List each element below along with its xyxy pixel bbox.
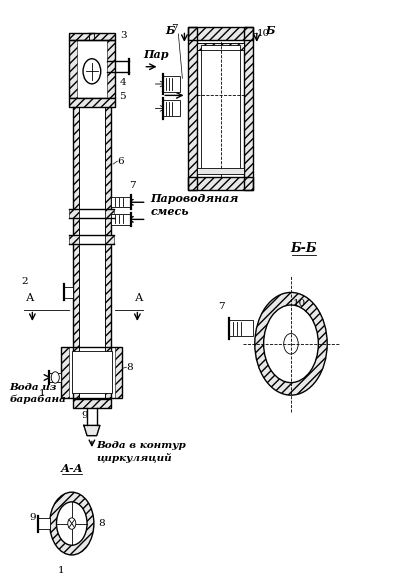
Circle shape <box>83 59 101 84</box>
Bar <box>115 347 122 398</box>
Circle shape <box>51 372 59 383</box>
Text: 10: 10 <box>293 299 306 308</box>
Bar <box>72 107 79 398</box>
Circle shape <box>284 334 298 354</box>
Bar <box>229 320 253 336</box>
Polygon shape <box>84 425 100 436</box>
Bar <box>188 27 253 40</box>
Text: Б: Б <box>165 25 174 36</box>
Bar <box>197 43 244 50</box>
Text: 6: 6 <box>117 157 124 166</box>
Text: 7: 7 <box>129 181 136 190</box>
Text: 3: 3 <box>120 31 127 40</box>
Bar <box>68 33 115 40</box>
Bar <box>197 168 244 174</box>
Text: 8: 8 <box>98 519 104 528</box>
Bar <box>163 101 179 116</box>
Circle shape <box>68 518 76 529</box>
Bar <box>38 518 50 529</box>
Bar <box>69 235 79 244</box>
Text: 7: 7 <box>171 24 178 33</box>
Text: 5: 5 <box>119 92 126 102</box>
Bar <box>72 399 111 408</box>
Bar <box>69 209 79 218</box>
Bar <box>105 235 115 244</box>
Circle shape <box>50 492 94 555</box>
Bar <box>61 347 68 398</box>
Text: Вода в контур
циркуляций: Вода в контур циркуляций <box>96 442 185 463</box>
Text: А: А <box>135 292 143 303</box>
Bar <box>68 40 77 98</box>
Bar <box>244 27 253 190</box>
Text: 9: 9 <box>29 513 36 523</box>
Text: 1: 1 <box>38 389 45 398</box>
Text: Б: Б <box>265 25 274 36</box>
Text: Б-Б: Б-Б <box>290 242 316 255</box>
Bar <box>188 27 197 190</box>
Bar <box>111 214 131 224</box>
Circle shape <box>56 502 87 545</box>
Circle shape <box>264 305 318 383</box>
Bar <box>188 177 253 190</box>
Bar <box>72 399 111 408</box>
Text: 9: 9 <box>81 410 88 420</box>
Circle shape <box>255 292 327 395</box>
Text: Пар: Пар <box>143 49 169 60</box>
Text: 7: 7 <box>218 302 225 312</box>
Bar <box>68 98 115 107</box>
Text: 8: 8 <box>126 362 133 372</box>
Bar <box>72 351 112 394</box>
Text: 2: 2 <box>22 276 28 286</box>
Bar <box>105 209 115 218</box>
Bar <box>105 107 111 398</box>
Text: Пароводяная
смесь: Пароводяная смесь <box>151 193 239 217</box>
Bar <box>188 177 253 190</box>
Bar <box>64 287 72 298</box>
Text: 4: 4 <box>119 78 126 87</box>
Text: А-А: А-А <box>60 463 83 474</box>
Bar <box>188 27 253 40</box>
Text: Вода из
барабана: Вода из барабана <box>9 383 66 404</box>
Bar <box>49 373 61 382</box>
Bar <box>201 45 240 172</box>
Bar <box>61 347 122 398</box>
Bar <box>111 197 131 208</box>
Bar <box>197 43 244 50</box>
Bar <box>68 98 115 107</box>
Bar <box>68 40 115 98</box>
Bar <box>68 33 115 40</box>
Bar <box>163 76 179 92</box>
Bar <box>107 40 115 98</box>
Bar <box>244 27 253 190</box>
Text: 10: 10 <box>257 29 270 38</box>
Bar <box>188 27 197 190</box>
Text: 1: 1 <box>58 566 64 575</box>
Text: А: А <box>26 292 34 303</box>
